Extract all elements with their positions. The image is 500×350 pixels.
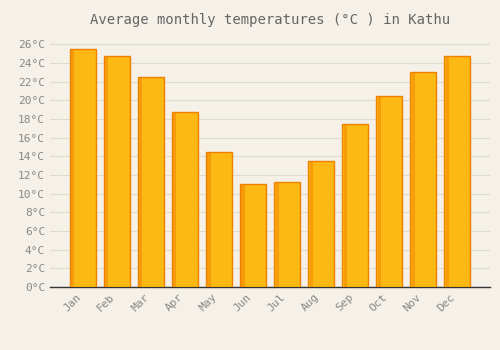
Bar xyxy=(308,161,334,287)
Bar xyxy=(140,77,142,287)
Bar xyxy=(240,184,266,287)
Bar xyxy=(276,182,278,287)
Bar xyxy=(174,112,176,287)
Bar xyxy=(72,49,74,287)
Bar xyxy=(70,49,96,287)
Title: Average monthly temperatures (°C ) in Kathu: Average monthly temperatures (°C ) in Ka… xyxy=(90,13,450,27)
Bar xyxy=(446,56,449,287)
Bar xyxy=(310,161,312,287)
Bar xyxy=(104,56,130,287)
Bar xyxy=(172,112,198,287)
Bar xyxy=(274,182,300,287)
Bar xyxy=(410,72,436,287)
Bar xyxy=(206,152,232,287)
Bar xyxy=(444,56,470,287)
Bar xyxy=(106,56,108,287)
Bar xyxy=(138,77,164,287)
Bar xyxy=(242,184,244,287)
Bar xyxy=(208,152,210,287)
Bar xyxy=(412,72,415,287)
Bar xyxy=(342,124,368,287)
Bar xyxy=(344,124,346,287)
Bar xyxy=(378,96,380,287)
Bar xyxy=(376,96,402,287)
